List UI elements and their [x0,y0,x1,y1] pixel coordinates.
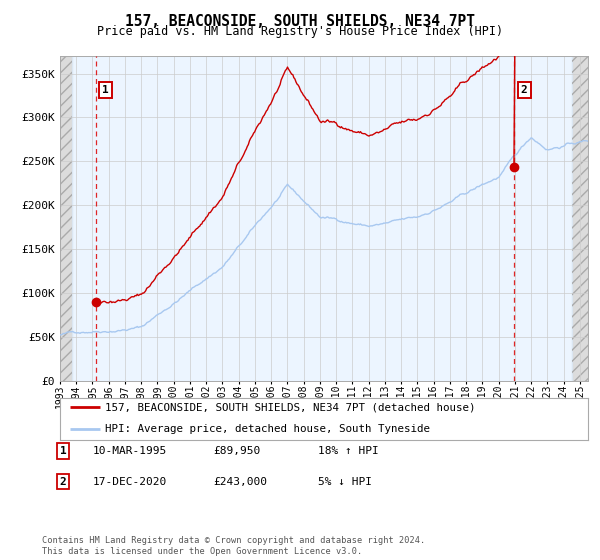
Text: Contains HM Land Registry data © Crown copyright and database right 2024.
This d: Contains HM Land Registry data © Crown c… [42,536,425,556]
Text: 1: 1 [59,446,67,456]
Text: 10-MAR-1995: 10-MAR-1995 [93,446,167,456]
Text: 1: 1 [102,85,109,95]
Text: £89,950: £89,950 [213,446,260,456]
Bar [60,56,72,381]
Text: 2: 2 [521,85,527,95]
Text: 5% ↓ HPI: 5% ↓ HPI [318,477,372,487]
Text: Price paid vs. HM Land Registry's House Price Index (HPI): Price paid vs. HM Land Registry's House … [97,25,503,38]
Text: £243,000: £243,000 [213,477,267,487]
Bar [60,56,72,381]
Bar [72,56,572,381]
Text: 157, BEACONSIDE, SOUTH SHIELDS, NE34 7PT: 157, BEACONSIDE, SOUTH SHIELDS, NE34 7PT [125,14,475,29]
Text: HPI: Average price, detached house, South Tyneside: HPI: Average price, detached house, Sout… [105,424,430,434]
Text: 17-DEC-2020: 17-DEC-2020 [93,477,167,487]
Bar [572,56,588,381]
Text: 18% ↑ HPI: 18% ↑ HPI [318,446,379,456]
Text: 2: 2 [59,477,67,487]
Bar [572,56,588,381]
Text: 157, BEACONSIDE, SOUTH SHIELDS, NE34 7PT (detached house): 157, BEACONSIDE, SOUTH SHIELDS, NE34 7PT… [105,402,475,412]
